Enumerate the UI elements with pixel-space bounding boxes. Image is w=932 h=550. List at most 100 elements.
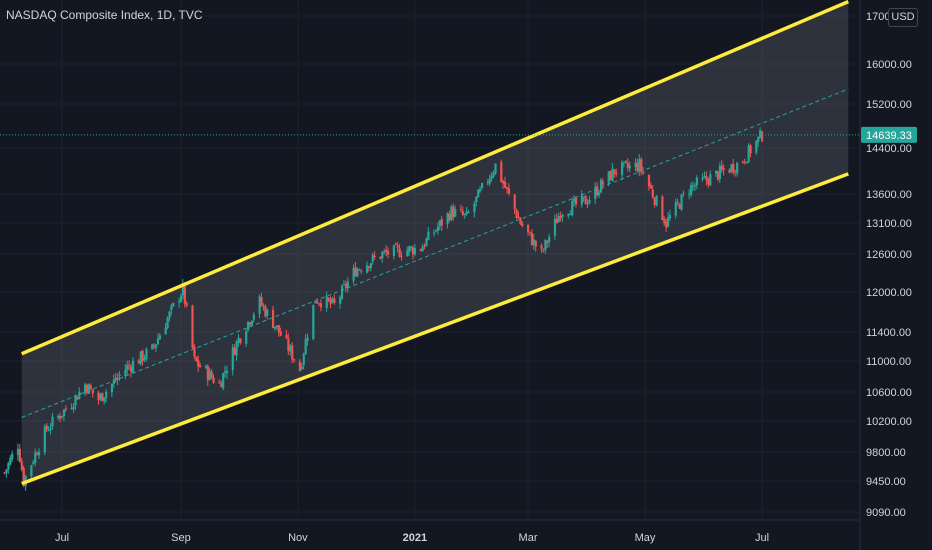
candle-body <box>548 236 551 243</box>
candle-body <box>408 246 411 252</box>
candle-body <box>745 161 748 164</box>
candle-body <box>517 216 520 219</box>
candle-body <box>143 358 146 360</box>
candle-body <box>463 213 466 215</box>
y-tick-label: 14400.00 <box>866 143 912 155</box>
candle-body <box>124 369 127 377</box>
candle-body <box>586 203 589 205</box>
candle-body <box>741 161 745 163</box>
candle-body <box>667 217 670 227</box>
candle-body <box>757 136 760 142</box>
candle-body <box>130 366 133 372</box>
candle-body <box>61 415 64 418</box>
candle-body <box>204 365 208 368</box>
candle-body <box>574 197 578 205</box>
candle-body <box>225 370 229 374</box>
candle-body <box>513 194 516 210</box>
candle-body <box>436 226 440 231</box>
candle-body <box>594 187 597 200</box>
candle-body <box>651 189 654 198</box>
y-tick-label: 12600.00 <box>866 249 912 261</box>
candle-body <box>410 246 413 248</box>
candle-body <box>74 395 77 406</box>
candle-body <box>626 163 629 168</box>
candle-body <box>7 463 10 470</box>
candle-body <box>703 176 706 178</box>
candle-body <box>34 452 37 463</box>
candle-body <box>32 462 35 464</box>
candle-body <box>260 297 263 306</box>
candle-body <box>720 165 723 170</box>
candle-body <box>210 371 213 378</box>
candle-body <box>139 351 142 364</box>
candle-body <box>151 344 154 350</box>
candle-body <box>419 249 422 251</box>
currency-button[interactable]: USD <box>888 8 918 27</box>
candle-body <box>755 140 758 153</box>
channel-fill <box>21 1 849 484</box>
candle-body <box>747 145 750 162</box>
candle-body <box>693 185 697 187</box>
candle-body <box>674 202 677 216</box>
candle-body <box>427 231 430 240</box>
candle-body <box>89 385 92 390</box>
candle-body <box>613 169 616 174</box>
candle-body <box>490 175 493 179</box>
candle-body <box>237 337 240 343</box>
candle-body <box>521 223 524 227</box>
channel-lines[interactable] <box>21 0 849 486</box>
candle-body <box>636 163 639 172</box>
candle-body <box>615 172 618 174</box>
candle-body <box>459 209 463 211</box>
candle-body <box>170 305 173 311</box>
candle-body <box>191 305 194 348</box>
candle-body <box>477 189 480 198</box>
candle-body <box>381 252 384 259</box>
candle-body <box>540 245 543 249</box>
candle-body <box>580 195 583 205</box>
candle-body <box>569 214 572 216</box>
candle-body <box>76 396 79 400</box>
candle-body <box>354 267 357 277</box>
candle-body <box>87 384 91 395</box>
candle-body <box>193 346 196 357</box>
candle-body <box>678 204 681 209</box>
candle-body <box>371 254 374 262</box>
candle-body <box>156 338 160 345</box>
candle-body <box>448 213 451 221</box>
candle-body <box>624 160 628 163</box>
candle-body <box>423 245 426 248</box>
candle-body <box>141 350 144 362</box>
candle-body <box>218 382 221 384</box>
candle-body <box>609 171 612 181</box>
candle-body <box>212 377 215 383</box>
candle-body <box>325 296 328 308</box>
candle-body <box>131 360 135 373</box>
candle-body <box>542 249 545 251</box>
y-tick-label: 11000.00 <box>866 356 911 368</box>
candle-body <box>707 179 710 185</box>
candle-body <box>584 195 587 205</box>
candle-body <box>289 346 292 352</box>
candle-body <box>649 185 652 189</box>
candle-body <box>329 299 332 304</box>
candle-body <box>383 250 386 252</box>
candle-body <box>761 131 764 142</box>
candle-body <box>705 175 708 181</box>
candle-body <box>709 174 712 186</box>
candle-body <box>461 211 465 215</box>
candle-body <box>105 391 108 398</box>
candle-body <box>264 306 267 317</box>
candle-body <box>500 162 503 182</box>
candle-body <box>527 224 530 233</box>
candle-body <box>339 296 342 304</box>
candle-body <box>571 201 574 216</box>
candle-body <box>714 170 718 174</box>
x-tick-label: 2021 <box>403 532 427 544</box>
last-price-label: 14639.33 <box>866 130 912 142</box>
candle-body <box>492 172 495 177</box>
candle-body <box>316 301 319 304</box>
candle-body <box>665 221 668 228</box>
candle-body <box>365 265 369 273</box>
